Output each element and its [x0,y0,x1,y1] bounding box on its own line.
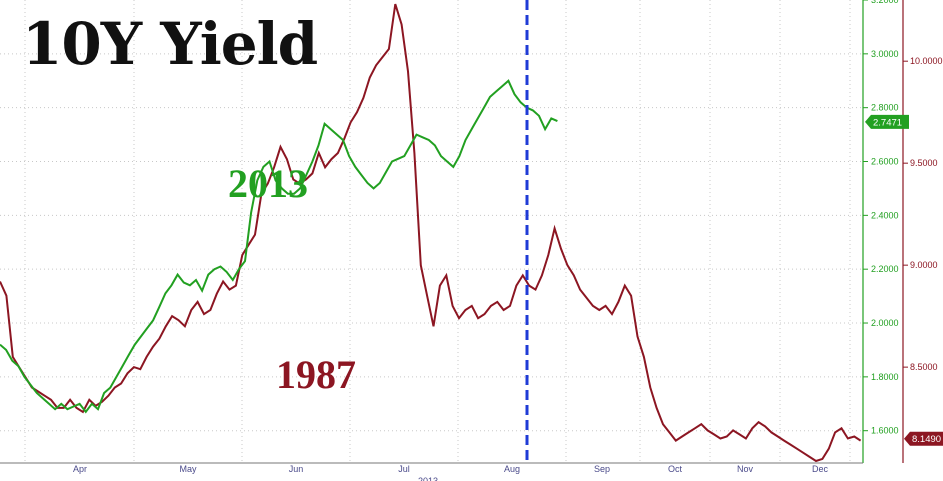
last-value-2013-bg [865,114,909,129]
tick-label-2013: 2.2000 [871,264,899,274]
tick-label-2013: 2.8000 [871,103,899,113]
x-tick-label: Jul [398,464,410,474]
x-tick-label: Apr [73,464,87,474]
tick-label-2013: 1.8000 [871,372,899,382]
x-tick-label: Dec [812,464,829,474]
tick-label-1987: 8.5000 [910,362,938,372]
x-year-label: 2013 [418,476,438,481]
series-label-2013: 2013 [228,161,308,206]
tick-label-2013: 3.0000 [871,49,899,59]
tick-label-2013: 1.6000 [871,426,899,436]
x-tick-label: Oct [668,464,683,474]
x-tick-label: Sep [594,464,610,474]
tick-label-2013: 2.6000 [871,157,899,167]
x-tick-label: May [179,464,197,474]
last-value-2013: 2.7471 [873,117,902,128]
tick-label-1987: 9.0000 [910,260,938,270]
x-tick-label: Nov [737,464,754,474]
series-line-2013 [0,79,558,414]
x-tick-label: Aug [504,464,520,474]
chart-title: 10Y Yield [22,10,318,78]
tick-label-2013: 2.0000 [871,318,899,328]
last-value-1987-bg [904,431,943,446]
tick-label-2013: 3.2000 [871,0,899,5]
series-line-1987 [0,3,862,463]
last-value-1987: 8.1490 [912,434,941,445]
tick-label-2013: 2.4000 [871,210,899,220]
series-label-1987: 1987 [276,352,356,397]
tick-label-1987: 10.0000 [910,56,943,66]
tick-label-1987: 9.5000 [910,158,938,168]
x-tick-label: Jun [289,464,304,474]
